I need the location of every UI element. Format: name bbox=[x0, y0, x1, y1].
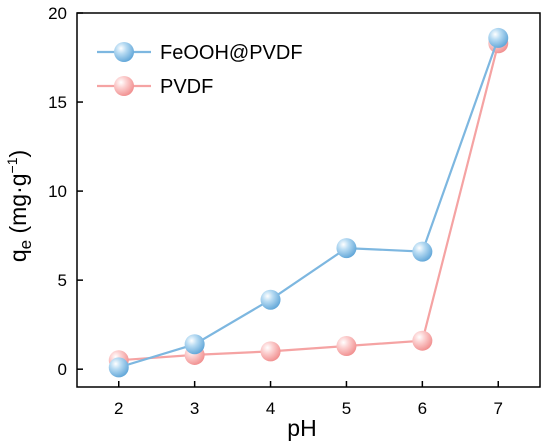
point-PVDF-pH4 bbox=[260, 341, 281, 362]
plot-border bbox=[76, 12, 541, 388]
y-tick-label-0: 0 bbox=[58, 360, 67, 379]
point-FeOOH@PVDF-pH5 bbox=[336, 238, 357, 259]
point-PVDF-pH6 bbox=[412, 330, 433, 351]
y-axis-title-sup: −1 bbox=[4, 157, 20, 173]
legend: FeOOH@PVDF PVDF bbox=[97, 42, 303, 98]
x-tick-label-3: 3 bbox=[190, 399, 199, 418]
y-axis-title-sub: e bbox=[16, 240, 35, 249]
series-line-PVDF bbox=[118, 43, 500, 362]
x-axis-title: pH bbox=[287, 415, 316, 441]
point-PVDF-pH5 bbox=[336, 336, 357, 357]
y-axis-title: qe (mg·g−1) bbox=[4, 150, 35, 262]
point-FeOOH@PVDF-pH3 bbox=[184, 334, 205, 355]
x-tick-label-2: 2 bbox=[114, 399, 123, 418]
y-tick-label-10: 10 bbox=[48, 182, 67, 201]
point-FeOOH@PVDF-pH4 bbox=[260, 289, 281, 310]
y-axis-title-units: (mg·g bbox=[5, 173, 31, 239]
legend-marker bbox=[114, 76, 134, 96]
y-axis: 0 5 10 15 20 bbox=[48, 4, 83, 379]
legend-label: FeOOH@PVDF bbox=[160, 42, 303, 64]
series-layer bbox=[108, 27, 509, 378]
x-axis: 2 3 4 5 6 7 bbox=[114, 381, 503, 418]
legend-item-PVDF: PVDF bbox=[97, 76, 213, 98]
point-FeOOH@PVDF-pH6 bbox=[412, 241, 433, 262]
point-FeOOH@PVDF-pH7 bbox=[488, 27, 509, 48]
series-line-FeOOH@PVDF bbox=[118, 37, 500, 369]
y-axis-title-main: q bbox=[5, 249, 31, 262]
legend-item-FeOOH@PVDF: FeOOH@PVDF bbox=[97, 42, 303, 64]
x-tick-label-7: 7 bbox=[494, 399, 503, 418]
point-FeOOH@PVDF-pH2 bbox=[108, 357, 129, 378]
svg-text:qe (mg·g−1): qe (mg·g−1) bbox=[4, 150, 35, 262]
x-tick-label-6: 6 bbox=[418, 399, 427, 418]
legend-marker bbox=[114, 42, 134, 62]
y-axis-title-close: ) bbox=[5, 150, 31, 158]
y-tick-label-5: 5 bbox=[58, 271, 67, 290]
series-FeOOH@PVDF bbox=[108, 27, 509, 378]
x-tick-label-4: 4 bbox=[266, 399, 275, 418]
legend-label: PVDF bbox=[160, 76, 213, 98]
x-tick-label-5: 5 bbox=[342, 399, 351, 418]
y-tick-label-15: 15 bbox=[48, 93, 67, 112]
y-tick-label-20: 20 bbox=[48, 4, 67, 23]
plot-frame bbox=[76, 12, 541, 388]
